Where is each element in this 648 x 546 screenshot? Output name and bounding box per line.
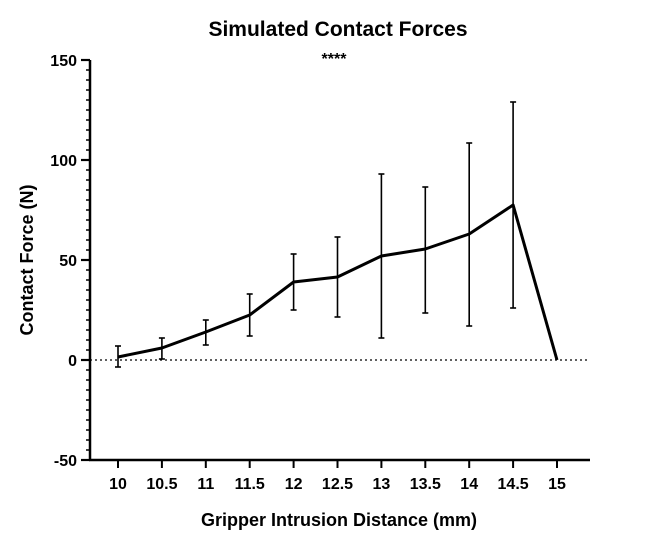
y-axis-label: Contact Force (N) <box>17 184 37 335</box>
y-tick-label: -50 <box>54 453 77 470</box>
x-tick-label: 11 <box>197 476 214 493</box>
series-line <box>117 203 559 361</box>
y-tick-label: 0 <box>68 353 77 370</box>
x-tick-label: 10.5 <box>146 476 177 493</box>
x-tick-label: 13.5 <box>410 476 441 493</box>
x-tick-label: 15 <box>548 476 566 493</box>
chart-title: Simulated Contact Forces <box>208 18 467 41</box>
y-tick-label: 100 <box>50 153 77 170</box>
plot-area: -50 0 50 100 150 10 10.5 11 11.5 12 12.5 13 13.5 14 14… <box>50 53 590 493</box>
x-tick-label: 14.5 <box>498 476 529 493</box>
x-tick-label: 12.5 <box>322 476 353 493</box>
significance-annotation: **** <box>322 51 348 68</box>
x-tick-label: 12 <box>285 476 303 493</box>
x-tick-label: 10 <box>109 476 127 493</box>
y-tick-label: 150 <box>50 53 77 70</box>
x-tick-label: 14 <box>460 476 478 493</box>
y-tick-label: 50 <box>59 253 77 270</box>
x-tick-label: 11.5 <box>235 476 265 493</box>
x-axis-label: Gripper Intrusion Distance (mm) <box>201 510 477 530</box>
x-tick-label: 13 <box>373 476 391 493</box>
